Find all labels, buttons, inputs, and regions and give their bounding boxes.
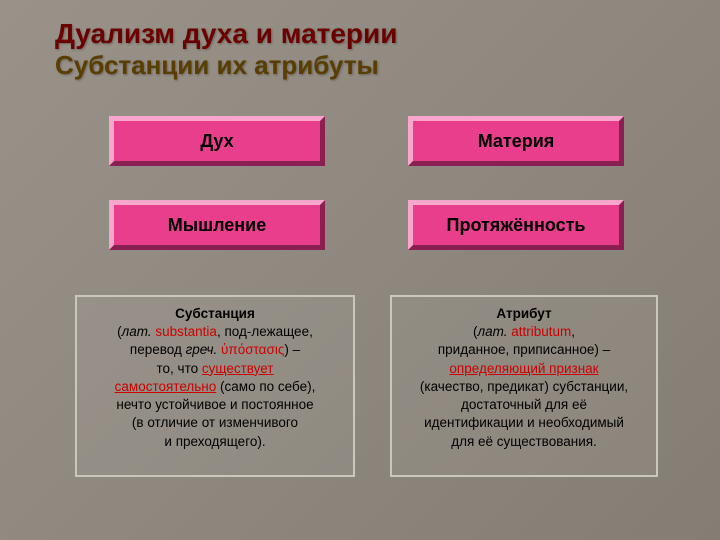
title-main: Дуализм духа и материи bbox=[55, 18, 680, 50]
def-substance-latword: substantia bbox=[155, 324, 217, 339]
def-substance-title: Субстанция bbox=[175, 306, 255, 321]
box-thinking: Мышление bbox=[109, 200, 325, 250]
def-substance-l5b: (само по себе), bbox=[216, 379, 315, 394]
def-attribute-l4red: определяющий признак bbox=[449, 361, 598, 376]
box-spirit-label: Дух bbox=[200, 131, 233, 152]
def-substance-l3b: ) – bbox=[284, 342, 300, 357]
def-substance-latprefix: лат. bbox=[122, 324, 152, 339]
def-substance-lattail: , под-лежащее, bbox=[217, 324, 313, 339]
box-extension-label: Протяжённость bbox=[447, 215, 586, 236]
def-substance: Субстанция (лат. substantia, под-лежащее… bbox=[75, 295, 355, 477]
def-attribute-l6: достаточный для её bbox=[461, 397, 587, 412]
def-substance-l5red: самостоятельно bbox=[115, 379, 217, 394]
def-substance-l3a: перевод bbox=[130, 342, 186, 357]
def-attribute-l8: для её существования. bbox=[451, 434, 597, 449]
box-spirit: Дух bbox=[109, 116, 325, 166]
title-block: Дуализм духа и материи Субстанции их атр… bbox=[55, 18, 680, 81]
def-attribute-lattail: , bbox=[571, 324, 575, 339]
box-thinking-label: Мышление bbox=[168, 215, 267, 236]
def-attribute: Атрибут (лат. attributum, приданное, при… bbox=[390, 295, 658, 477]
def-substance-l6: нечто устойчивое и постоянное bbox=[116, 397, 313, 412]
box-matter: Материя bbox=[408, 116, 624, 166]
def-substance-l7: (в отличие от изменчивого bbox=[132, 415, 298, 430]
box-extension: Протяжённость bbox=[408, 200, 624, 250]
def-attribute-l3: приданное, приписанное) – bbox=[438, 342, 610, 357]
def-attribute-l7: идентификации и необходимый bbox=[424, 415, 624, 430]
def-substance-l4red: существует bbox=[202, 361, 274, 376]
def-attribute-title: Атрибут bbox=[496, 306, 551, 321]
def-attribute-latprefix: лат. bbox=[477, 324, 507, 339]
def-substance-l3ital: греч. bbox=[186, 342, 218, 357]
def-attribute-latword: attributum bbox=[511, 324, 571, 339]
def-substance-l4a: то, что bbox=[157, 361, 202, 376]
box-matter-label: Материя bbox=[478, 131, 555, 152]
def-attribute-l5: (качество, предикат) субстанции, bbox=[420, 379, 628, 394]
title-sub: Субстанции их атрибуты bbox=[55, 50, 680, 81]
def-substance-greek: ὑπόστασις bbox=[217, 342, 284, 357]
def-substance-l8: и преходящего). bbox=[164, 434, 265, 449]
